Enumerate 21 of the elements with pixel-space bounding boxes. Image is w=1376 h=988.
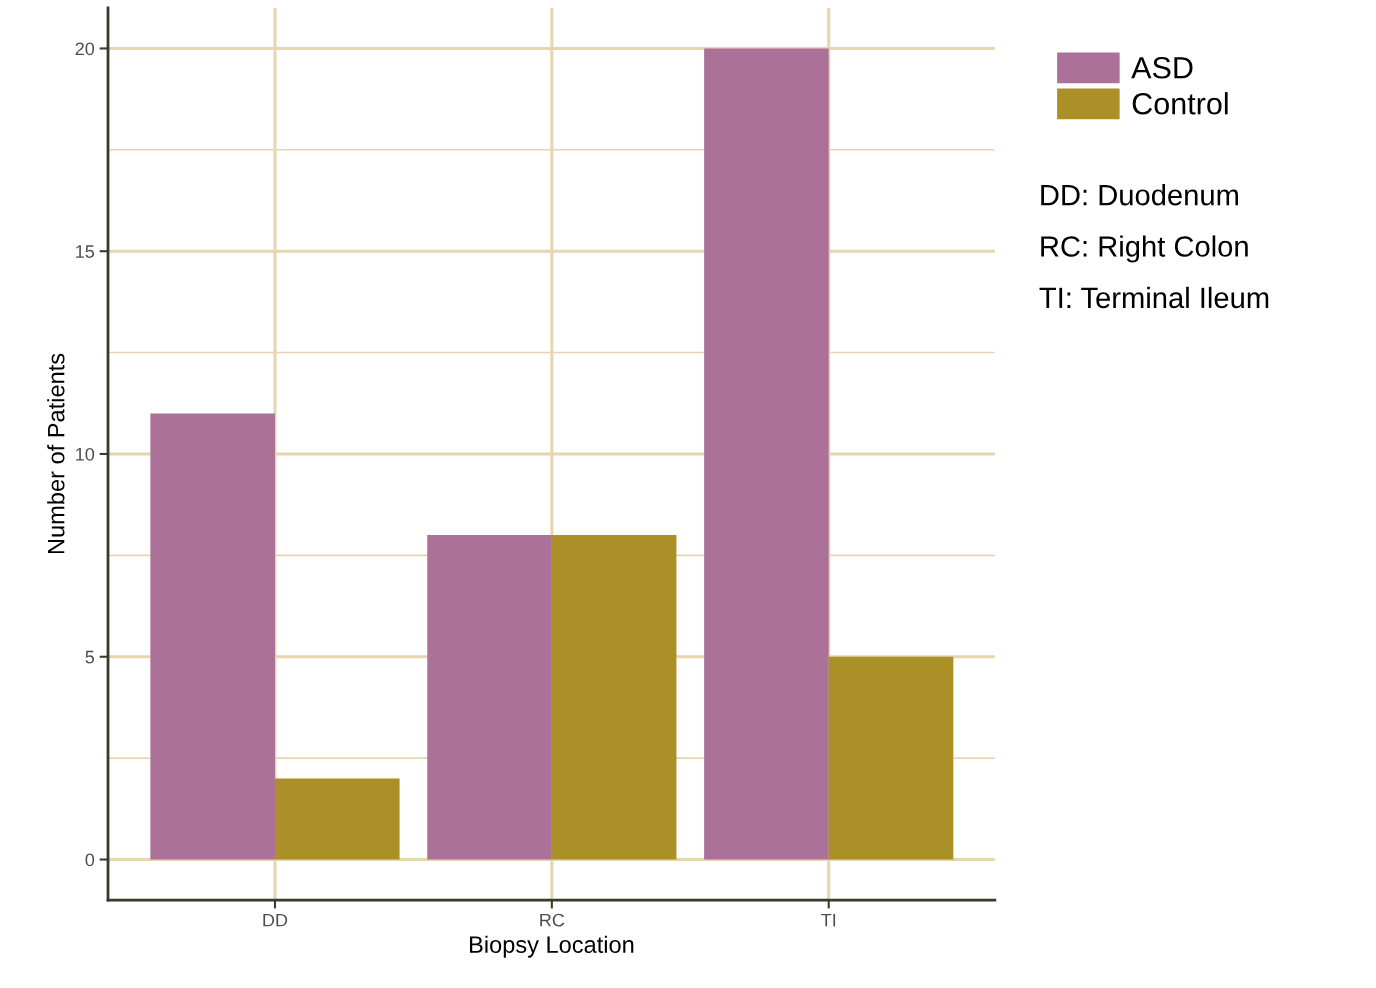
y-axis-title: Number of Patients <box>47 353 65 554</box>
text: TI: Terminal Ileum <box>1039 286 1269 309</box>
x-tick-label: DD <box>263 913 288 927</box>
bar <box>427 535 552 860</box>
y-tick-label: 0 <box>85 853 95 867</box>
legend-label: Control <box>1132 92 1228 115</box>
text: DD: Duodenum <box>1041 184 1238 206</box>
x-tick-label: TI <box>821 913 836 927</box>
bar <box>828 656 954 860</box>
legend-label: ASD <box>1131 56 1193 79</box>
x-axis-title: Biopsy Location <box>470 935 634 958</box>
y-tick-label: 20 <box>75 42 95 56</box>
y-tick-label: 10 <box>76 447 95 461</box>
bar <box>704 48 829 860</box>
bar <box>274 778 400 860</box>
y-tick-label: 5 <box>85 650 95 664</box>
bar <box>150 413 275 860</box>
y-tick-label: 15 <box>76 245 95 258</box>
bar <box>551 535 677 860</box>
text: RC: Right Colon <box>1041 235 1248 263</box>
x-tick-label: RC <box>540 913 565 927</box>
